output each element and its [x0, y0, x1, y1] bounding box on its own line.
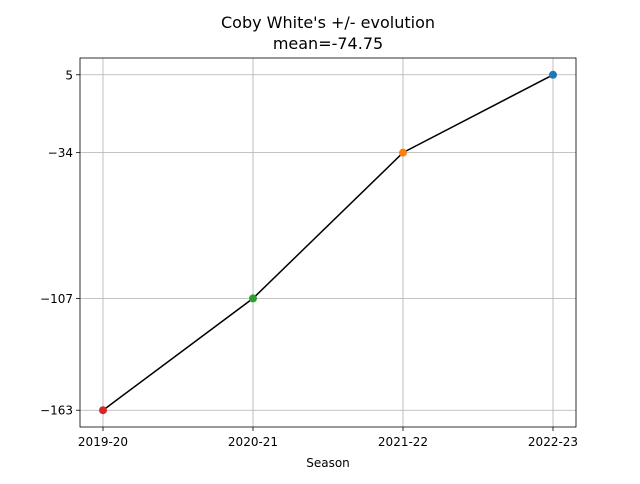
chart-subtitle: mean=-74.75 — [273, 34, 383, 53]
x-tick-label: 2020-21 — [228, 435, 278, 449]
chart-title: Coby White's +/- evolution — [221, 13, 435, 32]
series-line — [102, 74, 554, 411]
y-tick-label: −34 — [48, 146, 73, 160]
grid — [80, 58, 576, 427]
x-axis-label: Season — [306, 456, 350, 470]
y-tick-label: −107 — [40, 292, 73, 306]
x-tick-label: 2019-20 — [78, 435, 128, 449]
data-point — [399, 148, 407, 157]
data-point — [549, 70, 557, 79]
data-point — [99, 406, 107, 415]
x-tick-label: 2021-22 — [378, 435, 428, 449]
y-tick-label: 5 — [65, 68, 73, 82]
series — [99, 70, 557, 415]
data-point — [249, 294, 257, 303]
axis-ticks: 2019-20 2020-21 2021-22 2022-23 −163 −107 −34 5 — [40, 68, 578, 449]
y-tick-label: −163 — [40, 404, 73, 418]
x-tick-label: 2022-23 — [528, 435, 578, 449]
plot-area-frame — [79, 57, 577, 428]
